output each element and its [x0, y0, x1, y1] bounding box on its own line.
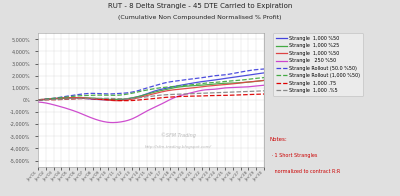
Text: Jan'19: Jan'19 [167, 171, 178, 182]
Text: Jan'25: Jan'25 [214, 171, 225, 182]
Text: Jan'01: Jan'01 [26, 171, 38, 182]
Text: Jan'10: Jan'10 [97, 171, 108, 182]
Text: Jan'22: Jan'22 [190, 171, 202, 182]
Text: Jan'13: Jan'13 [120, 171, 132, 182]
Text: Jan'08: Jan'08 [81, 171, 92, 182]
Text: Jan'03: Jan'03 [42, 171, 54, 182]
Text: Jan'17: Jan'17 [151, 171, 163, 182]
Text: Jan'23: Jan'23 [198, 171, 210, 182]
Text: Jan'24: Jan'24 [206, 171, 217, 182]
Text: Jan'28: Jan'28 [237, 171, 248, 182]
Text: Jan'15: Jan'15 [136, 171, 147, 182]
Text: Jan'21: Jan'21 [182, 171, 194, 182]
Text: Jan'05: Jan'05 [58, 171, 69, 182]
Text: normalized to contract R:R: normalized to contract R:R [270, 169, 340, 174]
Text: Jan'11: Jan'11 [104, 171, 116, 182]
Text: RUT - 8 Delta Strangle - 45 DTE Carried to Expiration: RUT - 8 Delta Strangle - 45 DTE Carried … [108, 3, 292, 9]
Text: Jan'30: Jan'30 [252, 171, 264, 182]
Text: Jan'29: Jan'29 [245, 171, 256, 182]
Text: (Cumulative Non Compounded Normalised % Profit): (Cumulative Non Compounded Normalised % … [118, 15, 282, 20]
Text: Jan'07: Jan'07 [73, 171, 85, 182]
Text: Notes:: Notes: [270, 137, 288, 142]
Text: Jan'16: Jan'16 [144, 171, 155, 182]
Legend: Strangle  1,000 %50, Strangle  1,000 %25, Strangle  1,000 %50, Strangle   250 %5: Strangle 1,000 %50, Strangle 1,000 %25, … [273, 33, 363, 96]
Text: Jan'06: Jan'06 [66, 171, 77, 182]
Text: Jan'26: Jan'26 [222, 171, 233, 182]
Text: Jan'02: Jan'02 [34, 171, 46, 182]
Text: Jan'27: Jan'27 [229, 171, 241, 182]
Text: http://sfm-trading.blogspot.com/: http://sfm-trading.blogspot.com/ [145, 145, 212, 149]
Text: Jan'18: Jan'18 [159, 171, 170, 182]
Text: Jan'04: Jan'04 [50, 171, 61, 182]
Text: · 1 Short Strangles: · 1 Short Strangles [270, 153, 317, 158]
Text: ©SFM Trading: ©SFM Trading [161, 133, 196, 138]
Text: Jan'09: Jan'09 [89, 171, 100, 182]
Text: Jan'14: Jan'14 [128, 171, 139, 182]
Text: Jan'20: Jan'20 [175, 171, 186, 182]
Text: Jan'12: Jan'12 [112, 171, 124, 182]
